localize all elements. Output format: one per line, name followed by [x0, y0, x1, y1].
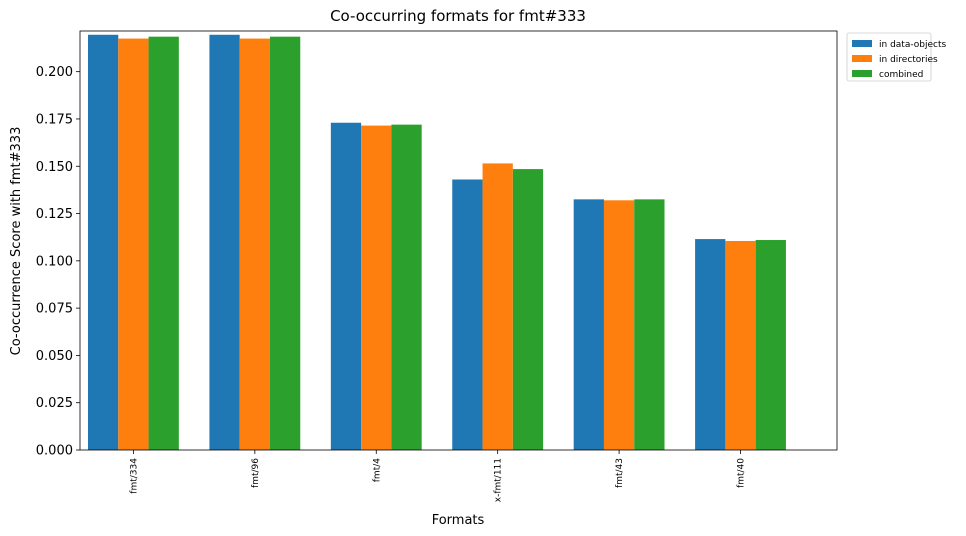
y-axis-label: Co-occurrence Score with fmt#333: [9, 127, 24, 356]
bar-1-fmt-334: [88, 34, 119, 450]
chart-title: Co-occurring formats for fmt#333: [330, 7, 586, 25]
y-tick-label: 0.100: [36, 254, 73, 269]
bar-3-fmt-40: [755, 240, 786, 450]
bar-1-fmt-40: [695, 239, 726, 450]
bar-1-x-fmt-111: [452, 179, 483, 451]
x-tick-label: fmt/96: [251, 458, 261, 488]
x-tick-label: fmt/40: [737, 458, 747, 488]
bar-2-fmt-40: [725, 240, 756, 450]
y-tick-label: 0.125: [36, 207, 73, 222]
bar-1-fmt-96: [209, 34, 240, 450]
y-tick-label: 0.150: [36, 160, 73, 175]
bar-2-x-fmt-111: [482, 163, 513, 451]
bar-2-fmt-4: [361, 125, 392, 450]
y-tick-label: 0.200: [36, 65, 73, 80]
bar-1-fmt-43: [573, 199, 604, 450]
bar-3-fmt-43: [634, 199, 665, 450]
bar-3-fmt-96: [269, 36, 301, 451]
bar-2-fmt-334: [118, 38, 149, 450]
bar-3-fmt-4: [391, 124, 422, 450]
bar-3-x-fmt-111: [512, 169, 544, 450]
legend-swatch-1: [852, 40, 872, 47]
plot-area: fmt/334 fmt/96 fmt/4 x-fmt/111 fmt/43 fmt/40 0…: [36, 30, 838, 502]
axes-frame: [79, 30, 838, 451]
legend-label-3: combined: [879, 70, 923, 80]
y-tick-label: 0.050: [36, 349, 73, 364]
x-tick-label: fmt/43: [615, 458, 625, 488]
legend-label-2: in directories: [879, 55, 938, 65]
legend: in data-objects in directories combined: [846, 32, 946, 82]
bar-1-fmt-4: [330, 122, 362, 451]
y-tick-label: 0.025: [36, 396, 73, 411]
y-tick-label: 0.175: [36, 112, 73, 127]
legend-swatch-2: [852, 55, 872, 62]
x-tick-label: fmt/334: [129, 458, 139, 494]
legend-label-1: in data-objects: [879, 40, 946, 50]
x-tick-label: x-fmt/111: [494, 458, 504, 502]
y-tick-label: 0.000: [36, 444, 73, 459]
x-tick-label: fmt/4: [372, 458, 382, 482]
bar-2-fmt-96: [239, 38, 270, 450]
bar-3-fmt-334: [148, 36, 179, 451]
bar-2-fmt-43: [603, 200, 635, 450]
legend-swatch-3: [852, 70, 872, 77]
x-axis-label: Formats: [432, 513, 485, 528]
y-tick-label: 0.075: [36, 302, 73, 317]
